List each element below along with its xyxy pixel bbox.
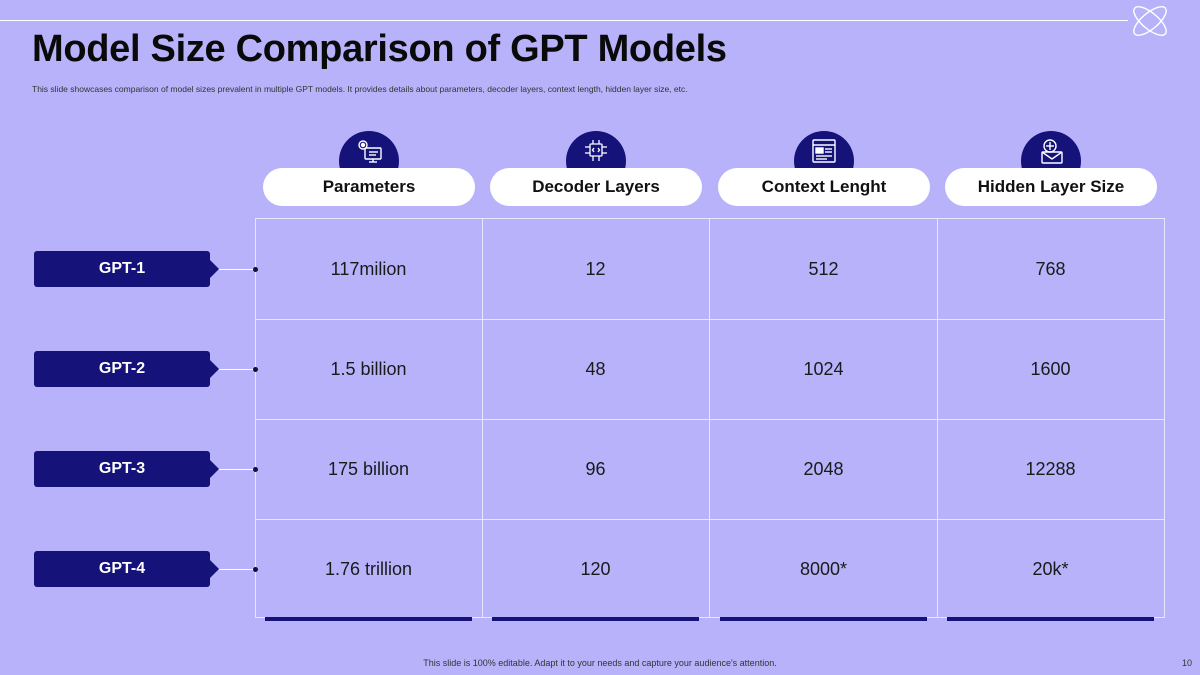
table-cell: 1024	[803, 358, 844, 379]
row-connector-line	[219, 269, 255, 270]
column-header-context-length: Context Lenght	[718, 168, 930, 206]
row-label-text: GPT-2	[98, 360, 146, 377]
row-connector-dot	[253, 467, 258, 472]
table-cell: 12288	[1025, 458, 1076, 479]
table-cell: 1.5 billion	[330, 358, 407, 379]
column-divider	[709, 218, 710, 618]
atom-logo-icon	[1133, 6, 1167, 36]
table-cell: 1.76 trillion	[324, 558, 413, 579]
row-label-gpt-3: GPT-3	[34, 451, 219, 487]
row-divider	[255, 519, 1165, 520]
table-cell: 20k*	[1032, 558, 1069, 579]
column-header-hidden-layer-size: Hidden Layer Size	[945, 168, 1157, 206]
row-label-text: GPT-3	[98, 460, 146, 477]
column-divider	[937, 218, 938, 618]
table-cell: 175 billion	[327, 458, 410, 479]
table-cell: 768	[1035, 258, 1066, 279]
table-cell: 120	[580, 558, 611, 579]
row-label-text: GPT-1	[98, 260, 146, 277]
column-divider	[482, 218, 483, 618]
page-title: Model Size Comparison of GPT Models	[32, 28, 727, 70]
row-label-gpt-4: GPT-4	[34, 551, 219, 587]
row-connector-dot	[253, 367, 258, 372]
row-label-arrow	[210, 460, 219, 478]
row-connector-dot	[253, 567, 258, 572]
column-accent-bar	[265, 617, 472, 621]
row-label-arrow	[210, 360, 219, 378]
row-connector-line	[219, 469, 255, 470]
page-number: 10	[1182, 658, 1193, 668]
table-cell: 1600	[1030, 358, 1071, 379]
page-subtitle: This slide showcases comparison of model…	[32, 84, 688, 94]
column-accent-bar	[947, 617, 1154, 621]
row-connector-dot	[253, 267, 258, 272]
comparison-table	[255, 218, 1165, 618]
table-cell: 2048	[803, 458, 844, 479]
row-label-arrow	[210, 260, 219, 278]
column-header-decoder-layers: Decoder Layers	[490, 168, 702, 206]
row-label-arrow	[210, 560, 219, 578]
row-label-gpt-1: GPT-1	[34, 251, 219, 287]
row-label-gpt-2: GPT-2	[34, 351, 219, 387]
column-accent-bar	[492, 617, 699, 621]
row-connector-line	[219, 569, 255, 570]
table-cell: 12	[585, 258, 606, 279]
table-cell: 117milion	[330, 258, 407, 279]
row-label-text: GPT-4	[98, 560, 146, 577]
table-cell: 96	[585, 458, 606, 479]
row-divider	[255, 319, 1165, 320]
top-divider-line	[0, 20, 1128, 21]
table-cell: 512	[808, 258, 839, 279]
row-connector-line	[219, 369, 255, 370]
footer-note: This slide is 100% editable. Adapt it to…	[423, 658, 777, 668]
row-divider	[255, 419, 1165, 420]
column-header-parameters: Parameters	[263, 168, 475, 206]
column-accent-bar	[720, 617, 927, 621]
table-cell: 8000*	[799, 558, 848, 579]
table-cell: 48	[585, 358, 606, 379]
